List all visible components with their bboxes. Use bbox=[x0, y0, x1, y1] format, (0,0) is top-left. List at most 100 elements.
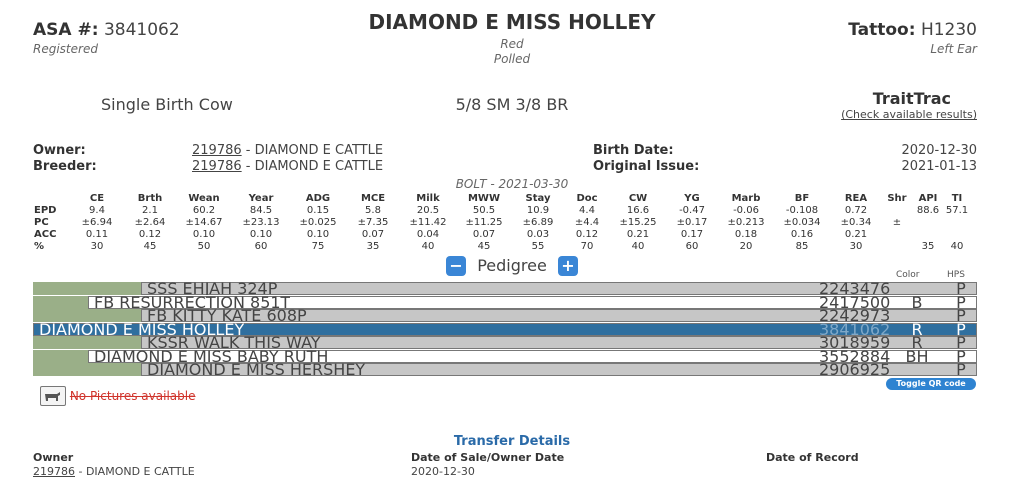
pedigree-row: FB KITTY KATE 608P 2242973 P bbox=[33, 309, 977, 322]
epd-cell: 40 bbox=[631, 240, 645, 252]
epd-cell: 0.16 bbox=[790, 228, 814, 240]
epd-cell: 50.5 bbox=[472, 204, 496, 216]
epd-cell: ±11.42 bbox=[409, 216, 447, 228]
epd-col-header: MCE bbox=[360, 192, 386, 204]
transfer-owner-id-link[interactable]: 219786 bbox=[33, 465, 75, 478]
asa-label: ASA #: bbox=[33, 20, 99, 40]
pedigree-animal-name[interactable]: DIAMOND E MISS BABY RUTH bbox=[94, 349, 329, 363]
pedigree-reg-number[interactable]: 2906925 bbox=[819, 363, 891, 376]
epd-cell: 0.07 bbox=[472, 228, 496, 240]
epd-cell: 0.18 bbox=[734, 228, 758, 240]
epd-cell: 85 bbox=[795, 240, 809, 252]
tattoo-label: Tattoo: bbox=[848, 20, 916, 40]
pedigree-reg-number[interactable]: 2417500 bbox=[819, 295, 891, 309]
epd-cell: ±0.34 bbox=[840, 216, 872, 228]
pedigree-animal-name[interactable]: SSS EHJAH 324P bbox=[147, 282, 278, 295]
breeder-name: - DIAMOND E CATTLE bbox=[245, 159, 384, 174]
cow-camera-icon bbox=[40, 386, 66, 406]
toggle-qr-button[interactable]: Toggle QR code bbox=[886, 378, 976, 390]
epd-cell: 16.6 bbox=[626, 204, 650, 216]
epd-cell: 0.10 bbox=[249, 228, 273, 240]
asa-value: 3841062 bbox=[103, 20, 180, 40]
pedigree-hps: P bbox=[956, 282, 966, 295]
epd-cell: 4.4 bbox=[579, 204, 595, 216]
epd-cell: ±0.025 bbox=[299, 216, 337, 228]
epd-cell: ±2.64 bbox=[134, 216, 166, 228]
epd-cell bbox=[882, 240, 912, 252]
pedigree-reg-number[interactable]: 3841062 bbox=[819, 322, 891, 336]
epd-col-header: Stay bbox=[525, 192, 551, 204]
epd-col-header: REA bbox=[844, 192, 868, 204]
pedigree-animal-name[interactable]: DIAMOND E MISS HERSHEY bbox=[147, 363, 366, 376]
pedigree-animal-name[interactable]: DIAMOND E MISS HOLLEY bbox=[39, 322, 245, 336]
epd-cell: 55 bbox=[531, 240, 545, 252]
breeder-id-link[interactable]: 219786 bbox=[192, 159, 242, 174]
pedigree-col-hps: HPS bbox=[947, 270, 965, 280]
pedigree-row: SSS EHJAH 324P 2243476 P bbox=[33, 282, 977, 295]
epd-row-label: ACC bbox=[34, 228, 57, 240]
epd-cell: 0.21 bbox=[844, 228, 868, 240]
owner-id-link[interactable]: 219786 bbox=[192, 143, 242, 158]
epd-col-header: Marb bbox=[731, 192, 761, 204]
epd-col-header: CE bbox=[89, 192, 105, 204]
epd-row-label: EPD bbox=[34, 204, 57, 216]
epd-cell: 10.9 bbox=[526, 204, 550, 216]
pedigree-row-subject: DIAMOND E MISS HOLLEY 3841062 R P bbox=[33, 322, 977, 336]
epd-cell: 35 bbox=[921, 240, 935, 252]
owner-name: - DIAMOND E CATTLE bbox=[245, 143, 384, 158]
epd-cell: ± bbox=[892, 216, 902, 228]
breed-composition: 5/8 SM 3/8 BR bbox=[455, 95, 569, 114]
pedigree-row: FB RESURRECTION 851T 2417500 B P bbox=[33, 295, 977, 309]
epd-cell: 0.04 bbox=[416, 228, 440, 240]
pedigree-expand-button[interactable]: + bbox=[557, 256, 578, 276]
animal-color: Red bbox=[500, 37, 524, 51]
tattoo-value: H1230 bbox=[920, 20, 977, 40]
pedigree-reg-number[interactable]: 2243476 bbox=[819, 282, 891, 295]
epd-cell: 84.5 bbox=[249, 204, 273, 216]
epd-cell: 5.8 bbox=[365, 204, 381, 216]
epd-cell: 40 bbox=[950, 240, 964, 252]
traittrac-title: TraitTrac bbox=[872, 89, 951, 108]
pedigree-color: BH bbox=[905, 349, 929, 363]
epd-cell: 50 bbox=[197, 240, 211, 252]
epd-cell: ±7.35 bbox=[357, 216, 389, 228]
birth-type: Single Birth Cow bbox=[101, 95, 233, 114]
pedigree-color: R bbox=[911, 336, 923, 349]
pedigree-hps: P bbox=[956, 336, 966, 349]
pedigree-col-color: Color bbox=[896, 270, 920, 280]
epd-cell bbox=[944, 228, 970, 240]
epd-cell: 0.12 bbox=[575, 228, 599, 240]
pedigree-hps: P bbox=[956, 322, 966, 336]
pedigree-animal-name[interactable]: FB KITTY KATE 608P bbox=[147, 309, 307, 322]
epd-cell: -0.47 bbox=[679, 204, 705, 216]
pedigree-collapse-button[interactable]: − bbox=[446, 256, 467, 276]
epd-cell: ±11.25 bbox=[465, 216, 503, 228]
epd-col-header: Doc bbox=[576, 192, 598, 204]
epd-col-header: BF bbox=[794, 192, 810, 204]
pedigree-reg-number[interactable]: 3018959 bbox=[819, 336, 891, 349]
epd-cell: 0.72 bbox=[844, 204, 868, 216]
pedigree-reg-number[interactable]: 2242973 bbox=[819, 309, 891, 322]
epd-cell: 0.12 bbox=[138, 228, 162, 240]
epd-cell: 0.15 bbox=[306, 204, 330, 216]
transfer-owner-name: - DIAMOND E CATTLE bbox=[78, 465, 195, 478]
epd-cell: 57.1 bbox=[945, 204, 969, 216]
asa-number: ASA #: 3841062 bbox=[33, 20, 180, 40]
epd-cell: ±0.213 bbox=[727, 216, 765, 228]
epd-cell: 0.11 bbox=[85, 228, 109, 240]
epd-cell: 35 bbox=[366, 240, 380, 252]
epd-row-label: % bbox=[34, 240, 45, 252]
epd-caption: BOLT - 2021-03-30 bbox=[455, 177, 569, 191]
pedigree-animal-name[interactable]: KSSR WALK THIS WAY bbox=[147, 336, 321, 349]
pedigree-animal-name[interactable]: FB RESURRECTION 851T bbox=[94, 295, 291, 309]
pedigree-reg-number[interactable]: 3552884 bbox=[819, 349, 891, 363]
traittrac-link[interactable]: (Check available results) bbox=[841, 108, 977, 121]
pedigree-title: Pedigree bbox=[477, 256, 547, 275]
epd-col-header: Shr bbox=[887, 192, 907, 204]
epd-col-header: MWW bbox=[467, 192, 500, 204]
epd-cell: 0.21 bbox=[626, 228, 650, 240]
epd-cell bbox=[944, 216, 970, 228]
epd-cell: ±6.94 bbox=[81, 216, 113, 228]
epd-cell: 45 bbox=[143, 240, 157, 252]
epd-cell: ±14.67 bbox=[185, 216, 223, 228]
